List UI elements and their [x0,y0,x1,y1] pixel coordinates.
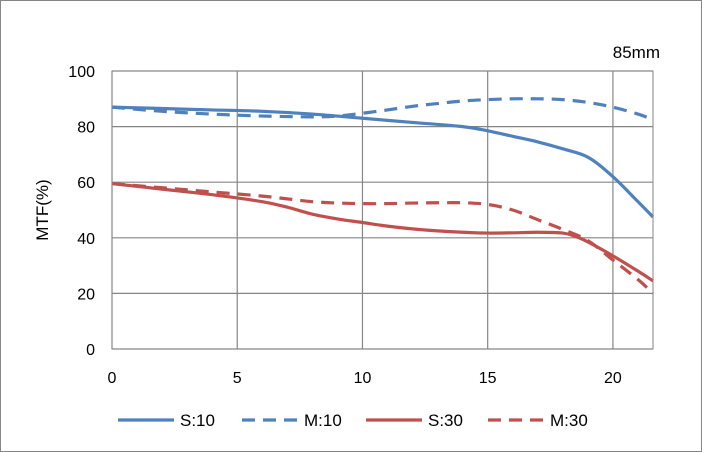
x-tick-label: 15 [479,370,497,387]
y-tick-labels: 0 20 40 60 80 100 [68,64,95,359]
y-axis-label: MTF(%) [33,179,52,240]
series-lines [111,97,655,295]
x-tick-label: 20 [604,370,622,387]
series-line-s-10 [111,105,655,219]
y-tick-label: 0 [86,342,95,359]
legend: S:10 M:10 S:30 M:30 [118,411,588,430]
x-tick-labels: 0 5 10 15 20 [108,370,622,387]
legend-label: S:10 [180,411,215,430]
x-tick-label: 0 [108,370,117,387]
legend-label: M:30 [550,411,588,430]
focal-length-annotation: 85mm [613,43,660,62]
legend-label: M:10 [304,411,342,430]
y-tick-label: 60 [77,175,95,192]
y-tick-label: 20 [77,286,95,303]
legend-label: S:30 [428,411,463,430]
x-tick-label: 5 [233,370,242,387]
y-tick-label: 100 [68,64,95,81]
series-line-m-30 [111,181,655,295]
plot-background [112,71,653,349]
series-line-m-10 [111,97,654,122]
plot-area [111,70,655,350]
x-tick-label: 10 [354,370,372,387]
series-line-s-30 [111,181,654,283]
plot-border [111,70,654,350]
y-tick-label: 40 [77,231,95,248]
y-tick-label: 80 [77,120,95,137]
